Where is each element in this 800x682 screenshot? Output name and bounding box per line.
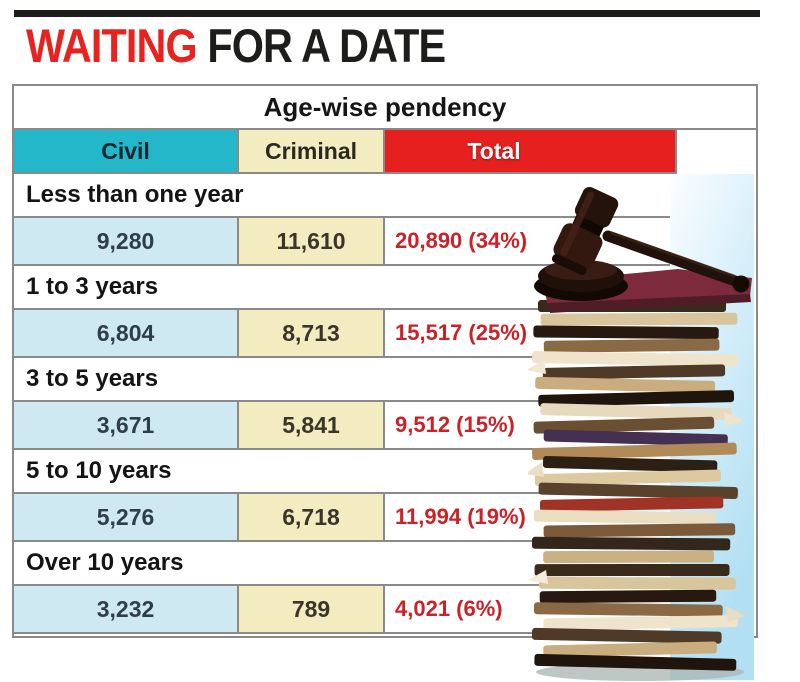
column-header-civil: Civil <box>14 130 239 174</box>
photo-background <box>670 174 754 680</box>
total-value: 9,512 (15%) <box>385 402 677 450</box>
criminal-value: 789 <box>239 586 385 634</box>
column-header-criminal: Criminal <box>239 130 385 174</box>
criminal-value: 6,718 <box>239 494 385 542</box>
page-title-rest: FOR A DATE <box>196 19 446 72</box>
criminal-value: 8,713 <box>239 310 385 358</box>
infographic-page: { "title": { "highlight": "WAITING", "re… <box>12 10 760 681</box>
civil-value: 6,804 <box>14 310 239 358</box>
civil-value: 5,276 <box>14 494 239 542</box>
table-body: Civil Criminal Total Less than one year 9… <box>14 130 756 681</box>
civil-value: 3,671 <box>14 402 239 450</box>
age-group-label: Over 10 years <box>14 542 677 586</box>
top-rule <box>14 10 760 17</box>
pendency-grid: Civil Criminal Total Less than one year 9… <box>14 130 677 634</box>
column-header-total: Total <box>385 130 677 174</box>
criminal-value: 5,841 <box>239 402 385 450</box>
civil-value: 3,232 <box>14 586 239 634</box>
age-group-label: 1 to 3 years <box>14 266 677 310</box>
age-group-label: 5 to 10 years <box>14 450 677 494</box>
stack-shadow <box>536 663 744 681</box>
total-value: 20,890 (34%) <box>385 218 677 266</box>
pendency-table-panel: Age-wise pendency Civil Criminal Total L… <box>12 84 758 681</box>
table-caption: Age-wise pendency <box>14 86 756 130</box>
page-title-accent: WAITING <box>26 19 198 72</box>
total-value: 11,994 (19%) <box>385 494 677 542</box>
total-value: 15,517 (25%) <box>385 310 677 358</box>
criminal-value: 11,610 <box>239 218 385 266</box>
page-title: WAITING FOR A DATE <box>26 19 446 72</box>
civil-value: 9,280 <box>14 218 239 266</box>
age-group-label: 3 to 5 years <box>14 358 677 402</box>
age-group-label: Less than one year <box>14 174 677 218</box>
total-value: 4,021 (6%) <box>385 586 677 634</box>
